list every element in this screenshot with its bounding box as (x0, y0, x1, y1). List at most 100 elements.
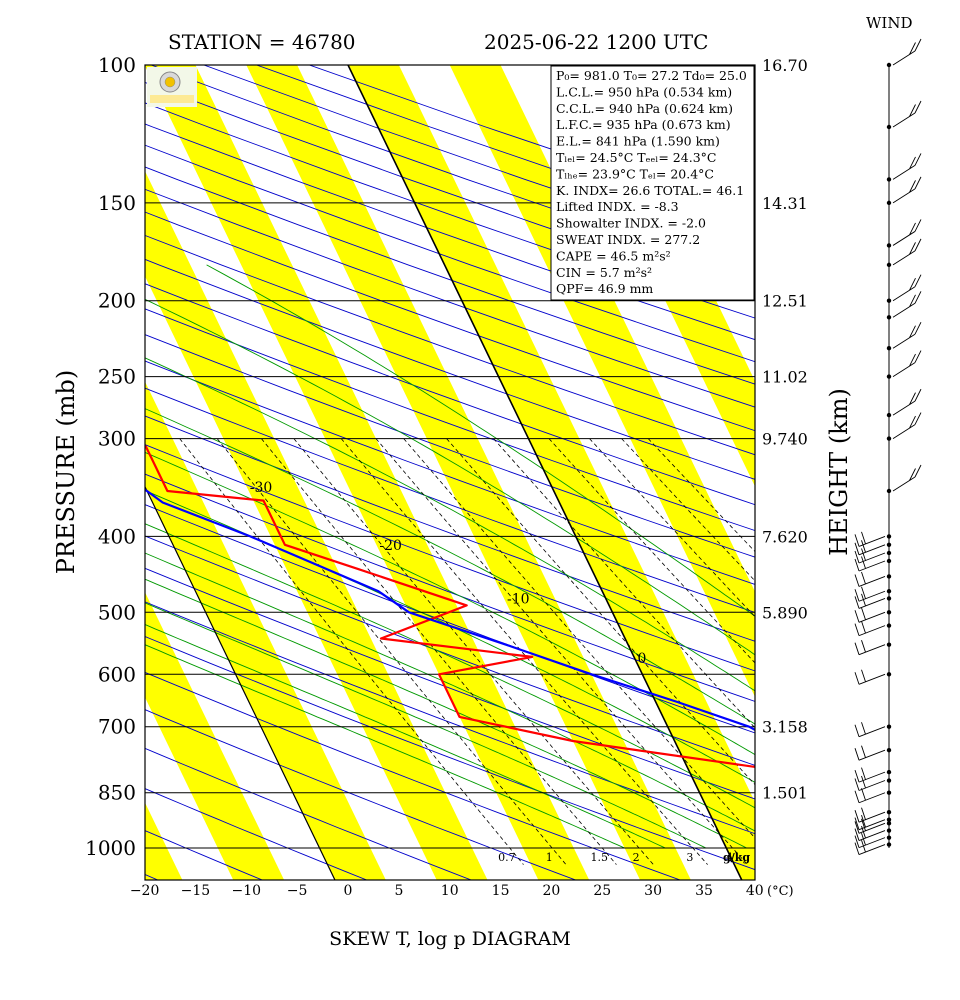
temperature-tick-label: 25 (593, 883, 611, 899)
isotherm-band (145, 592, 285, 880)
wind-barb (854, 745, 886, 761)
temperature-tick-label: 5 (394, 883, 403, 899)
mixing-ratio-line (179, 438, 524, 865)
wind-level-dot (886, 558, 892, 564)
height-tick-label: 7.620 (762, 527, 808, 546)
wind-level-dot (886, 828, 892, 833)
moist-adiabat-line (145, 523, 755, 809)
dry-adiabat-line (145, 504, 755, 734)
y-axis-title: PRESSURE (mb) (52, 370, 80, 575)
dry-adiabat-line (145, 747, 473, 880)
wind-barb (854, 775, 886, 791)
isotherm-band (145, 171, 488, 880)
dry-adiabat-line (145, 473, 755, 702)
height-tick-label: 5.890 (762, 603, 808, 622)
pressure-tick-label: 100 (98, 53, 136, 77)
wind-barb (854, 556, 886, 572)
dry-adiabat-line (145, 234, 755, 456)
height-tick-label: 11.02 (762, 368, 808, 387)
isotherm-label: -10 (507, 591, 530, 607)
wind-level-dot (886, 534, 892, 539)
sounding-traces (145, 445, 755, 769)
isotherm-band (922, 0, 960, 910)
dry-adiabat-line (145, 788, 368, 880)
dry-adiabat-line (145, 258, 755, 480)
isotherm-label: 20 (897, 766, 915, 782)
wind-barb (854, 669, 886, 685)
wind-barb (892, 350, 922, 377)
isotherm-label: -30 (250, 480, 273, 496)
index-line: SWEAT INDX. = 277.2 (556, 232, 700, 247)
mixing-ratio-label: 2 (633, 851, 640, 864)
wind-level-dot (886, 842, 892, 847)
dry-adiabat-line (145, 308, 755, 532)
wind-level-dot (886, 542, 892, 548)
wind-level-dot (886, 315, 892, 320)
wind-barb (854, 531, 886, 547)
pressure-tick-label: 1000 (85, 836, 136, 860)
height-tick-labels: 16.70 14.31 12.51 11.02 9.740 7.620 5.890 3.158… (762, 56, 808, 803)
wind-level-dot (886, 778, 892, 783)
temperature-tick-label: −20 (130, 883, 160, 899)
indices-box: P₀= 981.0 T₀= 27.2 Td₀= 25.0L.C.L.= 950 … (550, 65, 755, 301)
mixing-ratio-label: 1.5 (591, 851, 609, 864)
index-line: QPF= 46.9 mm (556, 281, 653, 296)
wind-level-dot (886, 821, 892, 826)
wind-level-dot (886, 589, 892, 594)
wind-level-dot (886, 124, 892, 130)
pressure-tick-label: 250 (98, 365, 136, 389)
mixing-ratio-label: 1 (546, 851, 553, 864)
isotherm-label: 0 (638, 651, 647, 667)
pressure-tick-label: 300 (98, 427, 136, 451)
wind-barb (892, 153, 922, 180)
wind-barb (854, 607, 886, 623)
wind-barb (892, 38, 922, 66)
temperature-tick-label: 30 (644, 883, 662, 899)
mixing-ratio-line (446, 438, 755, 786)
mixing-ratio-line (261, 438, 617, 865)
wind-level-dot (886, 642, 892, 647)
wind-barb (854, 807, 886, 823)
index-line: C.C.L.= 940 hPa (0.624 km) (556, 101, 733, 116)
wind-barb (854, 788, 886, 804)
height-tick-label: 16.70 (762, 56, 808, 75)
wind-level-dot (886, 550, 892, 556)
index-line: Showalter INDX. = -2.0 (556, 216, 706, 231)
wind-level-dot (886, 200, 892, 206)
index-line: Tₗₕₑ= 23.9°C Tₑₗ= 20.4°C (556, 166, 714, 181)
wind-barb (892, 291, 922, 318)
wind-level-dot (886, 262, 892, 268)
pressure-tick-label: 500 (98, 600, 136, 624)
isotherm-label: -50 (0, 357, 10, 373)
index-line: L.F.C.= 935 hPa (0.673 km) (556, 117, 731, 132)
wind-barb (854, 640, 886, 656)
index-line: L.C.L.= 950 hPa (0.534 km) (556, 84, 732, 99)
dry-adiabat-line (145, 535, 755, 766)
wind-barb (854, 620, 886, 637)
index-line: Tₗₑₗ= 24.5°C Tₑₑₗ= 24.3°C (556, 150, 716, 165)
moist-adiabat-line (145, 578, 747, 849)
mixing-ratio-line (375, 438, 748, 865)
station-label: STATION = 46780 (168, 30, 356, 54)
dry-adiabat-line (145, 671, 682, 880)
isotherm-band (0, 0, 95, 910)
pressure-tick-label: 200 (98, 289, 136, 313)
dry-adiabat-line (145, 387, 755, 613)
moist-adiabat-line (145, 451, 755, 756)
wind-barb (854, 815, 886, 831)
plot-area: -90-80-70-60-50-40-30-20-100102030 0.711… (0, 0, 960, 910)
temperature-tick-label: −10 (232, 883, 262, 899)
wind-barb (892, 322, 922, 349)
temperature-tick-label: 40 (746, 883, 764, 899)
isotherm-band (449, 65, 755, 697)
wind-level-dot (886, 436, 892, 441)
mixing-ratio-unit: g/kg (723, 851, 750, 864)
wind-level-dot (886, 672, 892, 677)
wind-level-dot (886, 835, 892, 840)
wind-barb (854, 571, 886, 587)
wind-profile (854, 38, 922, 856)
wind-barb (854, 839, 886, 856)
logo (147, 67, 197, 107)
height-tick-label: 3.158 (762, 718, 808, 737)
plot-border (144, 64, 756, 881)
